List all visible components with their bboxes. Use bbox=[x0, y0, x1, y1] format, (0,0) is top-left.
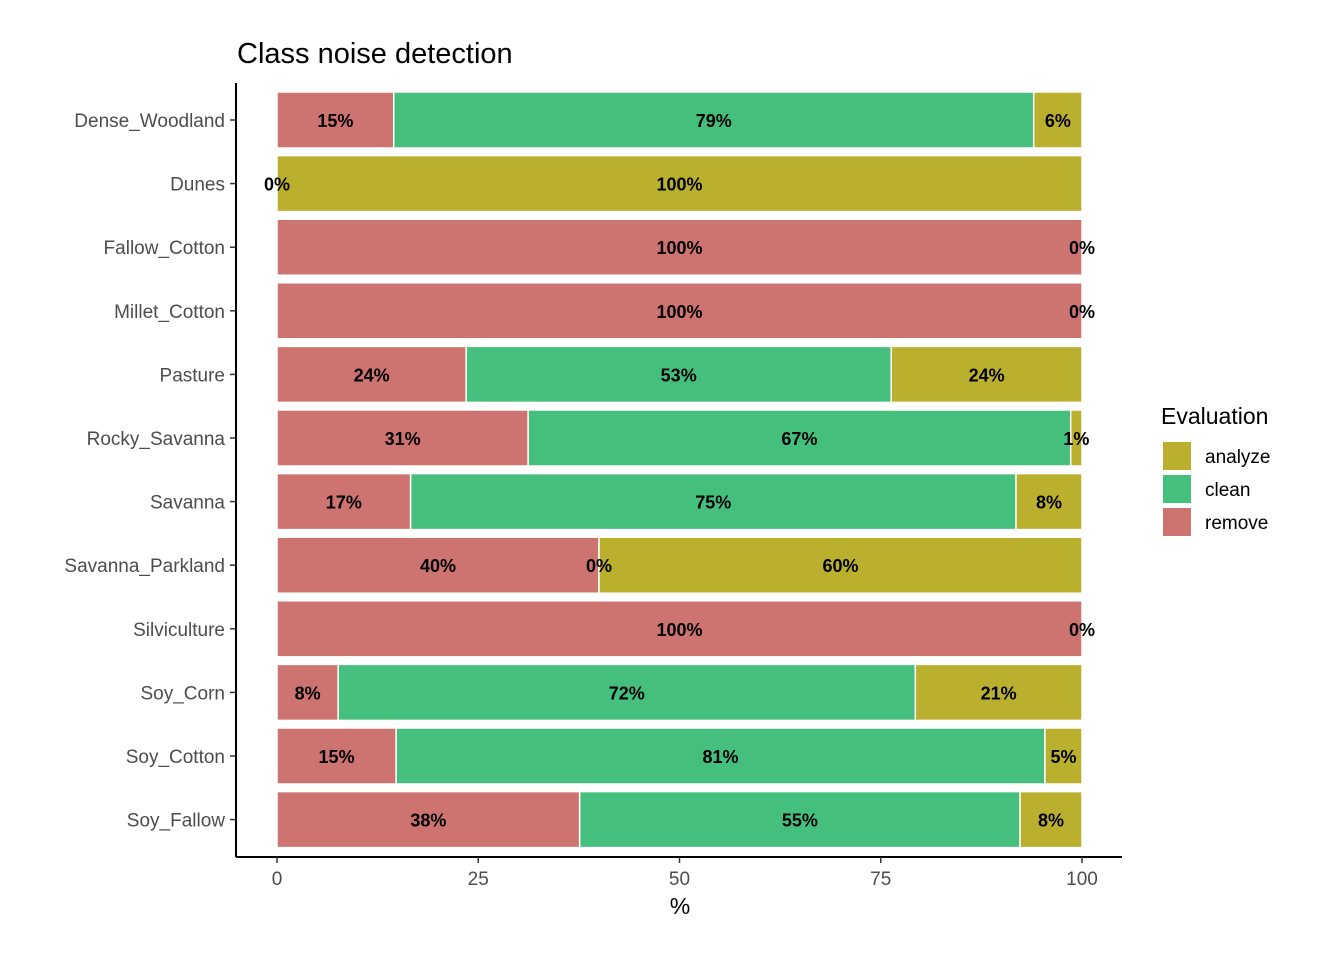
data-label-analyze-soy-fallow: 8% bbox=[1038, 811, 1064, 831]
bar-analyze-soy-cotton bbox=[1044, 727, 1083, 785]
data-label-clean-soy-corn: 72% bbox=[609, 683, 645, 703]
data-label-analyze-rocky-savanna: 1% bbox=[1063, 429, 1089, 449]
data-label-remove-dunes: 0% bbox=[264, 175, 290, 195]
x-axis-label: % bbox=[670, 893, 690, 919]
data-label-clean-soy-fallow: 55% bbox=[782, 811, 818, 831]
data-label-clean-dense-woodland: 79% bbox=[696, 111, 732, 131]
data-label-remove-millet-cotton: 100% bbox=[656, 302, 702, 322]
data-label-remove-savanna-parkland: 40% bbox=[420, 556, 456, 576]
bar-clean-soy-cotton bbox=[395, 727, 1046, 785]
y-tick-label: Millet_Cotton bbox=[114, 302, 225, 323]
bar-clean-soy-fallow bbox=[578, 790, 1021, 849]
bar-analyze-savanna bbox=[1015, 472, 1083, 531]
data-labels-group: 15% 79% 6% 0% 100% 100% 0% 100% 0% 24% 53% 24% 31% 67… bbox=[264, 111, 1095, 831]
y-tick-label: Silviculture bbox=[133, 620, 225, 641]
data-label-remove-dense-woodland: 15% bbox=[317, 111, 353, 131]
data-label-analyze-savanna-parkland: 60% bbox=[822, 556, 858, 576]
legend-label-analyze: analyze bbox=[1205, 447, 1271, 468]
y-tick-label: Dense_Woodland bbox=[74, 111, 225, 132]
x-tick-label: 50 bbox=[669, 869, 690, 890]
data-label-clean-pasture: 53% bbox=[661, 365, 697, 385]
y-tick-label: Soy_Cotton bbox=[126, 747, 225, 768]
y-tick-label: Fallow_Cotton bbox=[104, 238, 225, 259]
data-label-remove-soy-cotton: 15% bbox=[319, 747, 355, 767]
data-label-analyze-soy-cotton: 5% bbox=[1050, 747, 1076, 767]
legend-title: Evaluation bbox=[1161, 403, 1268, 429]
bar-remove-silviculture bbox=[276, 600, 1083, 658]
bar-clean-savanna bbox=[409, 472, 1017, 531]
data-label-clean-rocky-savanna: 67% bbox=[781, 429, 817, 449]
data-label-analyze-dunes: 100% bbox=[656, 175, 702, 195]
data-label-remove-pasture: 24% bbox=[354, 365, 390, 385]
bar-analyze-rocky-savanna bbox=[1069, 409, 1083, 467]
y-tick-label: Rocky_Savanna bbox=[87, 429, 226, 450]
legend-label-remove: remove bbox=[1205, 513, 1268, 534]
data-label-clean-savanna-parkland: 0% bbox=[586, 556, 612, 576]
bar-remove-savanna bbox=[276, 472, 412, 531]
data-label-clean-soy-cotton: 81% bbox=[703, 747, 739, 767]
y-tick-label: Soy_Fallow bbox=[127, 811, 225, 832]
bar-remove-fallow-cotton bbox=[276, 218, 1083, 276]
data-label-remove-soy-corn: 8% bbox=[295, 683, 321, 703]
legend: Evaluation analyze clean remove bbox=[1161, 403, 1271, 536]
bar-analyze-pasture bbox=[890, 345, 1083, 404]
bar-analyze-dunes bbox=[276, 154, 1083, 213]
data-label-analyze-millet-cotton: 0% bbox=[1069, 302, 1095, 322]
bars-group bbox=[276, 91, 1083, 849]
data-label-analyze-soy-corn: 21% bbox=[981, 683, 1017, 703]
x-tick-label: 75 bbox=[870, 869, 891, 890]
y-tick-label: Dunes bbox=[170, 175, 225, 196]
legend-swatch-analyze bbox=[1163, 442, 1191, 470]
legend-swatch-clean bbox=[1163, 475, 1191, 503]
bar-clean-pasture bbox=[465, 345, 892, 404]
legend-label-clean: clean bbox=[1205, 480, 1250, 501]
y-tick-label: Soy_Corn bbox=[141, 683, 226, 704]
y-axis: Dense_Woodland Dunes Fallow_Cotton Millet_C… bbox=[64, 83, 237, 857]
bar-remove-savanna-parkland bbox=[276, 536, 600, 594]
bar-remove-rocky-savanna bbox=[276, 409, 529, 467]
bar-clean-soy-corn bbox=[337, 663, 917, 722]
data-label-analyze-savanna: 8% bbox=[1036, 493, 1062, 513]
legend-swatch-remove bbox=[1163, 508, 1191, 536]
chart-title: Class noise detection bbox=[237, 38, 513, 70]
x-axis: 0 25 50 75 100 bbox=[236, 856, 1122, 890]
bar-analyze-dense-woodland bbox=[1032, 91, 1083, 149]
bar-analyze-savanna-parkland bbox=[598, 536, 1083, 594]
data-label-remove-fallow-cotton: 100% bbox=[656, 238, 702, 258]
data-label-analyze-silviculture: 0% bbox=[1069, 620, 1095, 640]
bar-remove-millet-cotton bbox=[276, 282, 1083, 340]
y-tick-label: Savanna bbox=[150, 493, 225, 514]
y-tick-label: Pasture bbox=[160, 365, 225, 386]
bar-clean-dense-woodland bbox=[392, 91, 1035, 149]
y-tick-label: Savanna_Parkland bbox=[64, 556, 225, 577]
data-label-remove-rocky-savanna: 31% bbox=[385, 429, 421, 449]
data-label-analyze-fallow-cotton: 0% bbox=[1069, 238, 1095, 258]
data-label-analyze-pasture: 24% bbox=[969, 365, 1005, 385]
data-label-remove-soy-fallow: 38% bbox=[410, 811, 446, 831]
data-label-analyze-dense-woodland: 6% bbox=[1045, 111, 1071, 131]
bar-remove-dense-woodland bbox=[276, 91, 395, 149]
x-tick-label: 25 bbox=[468, 869, 489, 890]
bar-analyze-soy-corn bbox=[914, 663, 1083, 722]
data-label-clean-savanna: 75% bbox=[695, 493, 731, 513]
x-tick-label: 0 bbox=[272, 869, 283, 890]
bar-analyze-soy-fallow bbox=[1019, 790, 1083, 849]
data-label-remove-savanna: 17% bbox=[326, 493, 362, 513]
bar-remove-pasture bbox=[276, 345, 467, 404]
data-label-remove-silviculture: 100% bbox=[656, 620, 702, 640]
bar-remove-soy-corn bbox=[276, 663, 339, 722]
bar-remove-soy-fallow bbox=[276, 790, 581, 849]
x-tick-label: 100 bbox=[1066, 869, 1098, 890]
